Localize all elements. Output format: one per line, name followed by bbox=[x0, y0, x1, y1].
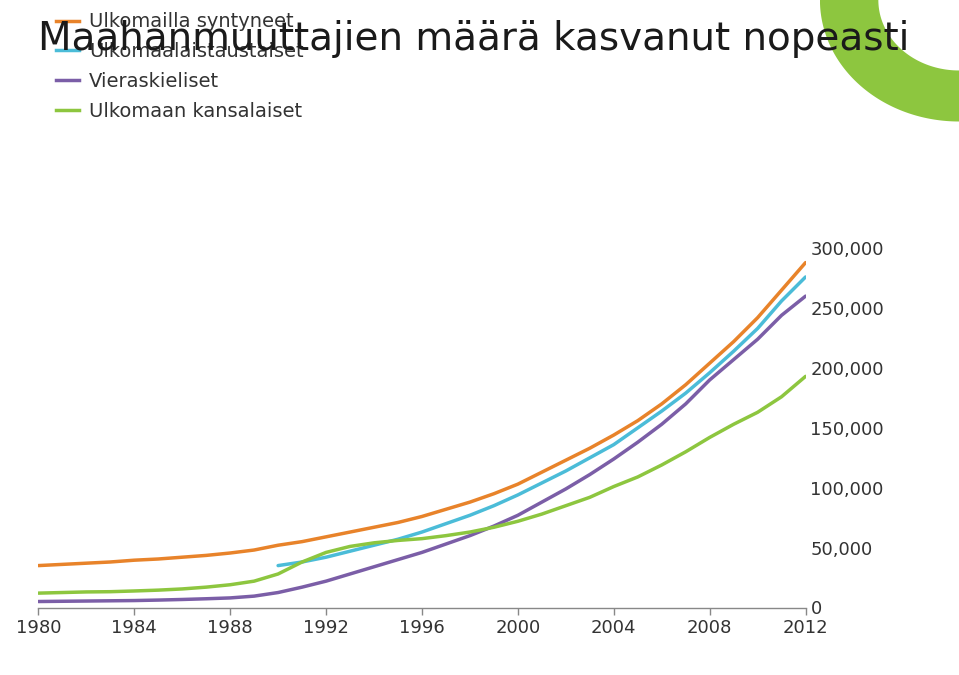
Polygon shape bbox=[820, 0, 959, 122]
Text: Maahanmuuttajien määrä kasvanut nopeasti: Maahanmuuttajien määrä kasvanut nopeasti bbox=[38, 20, 910, 58]
Legend: Ulkomailla syntyneet, Ulkomaalaistaustaiset, Vieraskieliset, Ulkomaan kansalaise: Ulkomailla syntyneet, Ulkomaalaistaustai… bbox=[48, 5, 312, 128]
